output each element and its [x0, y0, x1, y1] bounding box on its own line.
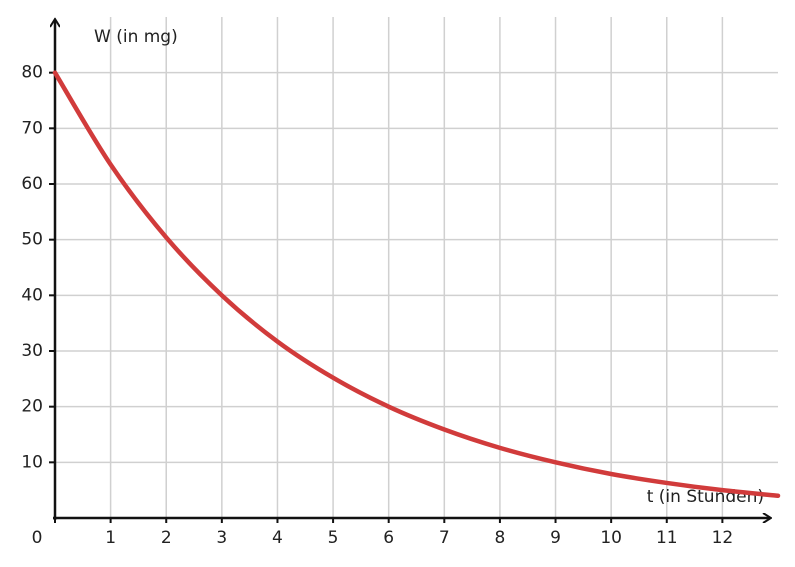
- y-tick-label: 70: [21, 118, 43, 138]
- data-line: [52, 70, 781, 498]
- x-tick-label: 5: [328, 528, 339, 548]
- x-tick-label: 12: [712, 528, 734, 548]
- y-axis-label: W (in mg): [94, 27, 178, 47]
- x-tick-label: 3: [216, 528, 227, 548]
- x-tick-label: 2: [161, 528, 172, 548]
- x-tick-label: 8: [495, 528, 506, 548]
- y-tick-label: 20: [21, 397, 43, 417]
- y-tick-label: 50: [21, 230, 43, 250]
- x-tick-label: 4: [272, 528, 283, 548]
- x-tick-label: 1: [105, 528, 116, 548]
- x-tick-label: 6: [383, 528, 394, 548]
- x-tick-label: 9: [550, 528, 561, 548]
- y-tick-label: 40: [21, 285, 43, 305]
- y-tick-label: 10: [21, 452, 43, 472]
- y-tick-label: 30: [21, 341, 43, 361]
- x-tick-label: 11: [656, 528, 678, 548]
- x-tick-label: 7: [439, 528, 450, 548]
- x-tick-label: 10: [600, 528, 622, 548]
- y-tick-label: 80: [21, 63, 43, 83]
- y-tick-label: 60: [21, 174, 43, 194]
- x-tick-label: 0: [32, 528, 43, 548]
- grid: [54, 17, 778, 518]
